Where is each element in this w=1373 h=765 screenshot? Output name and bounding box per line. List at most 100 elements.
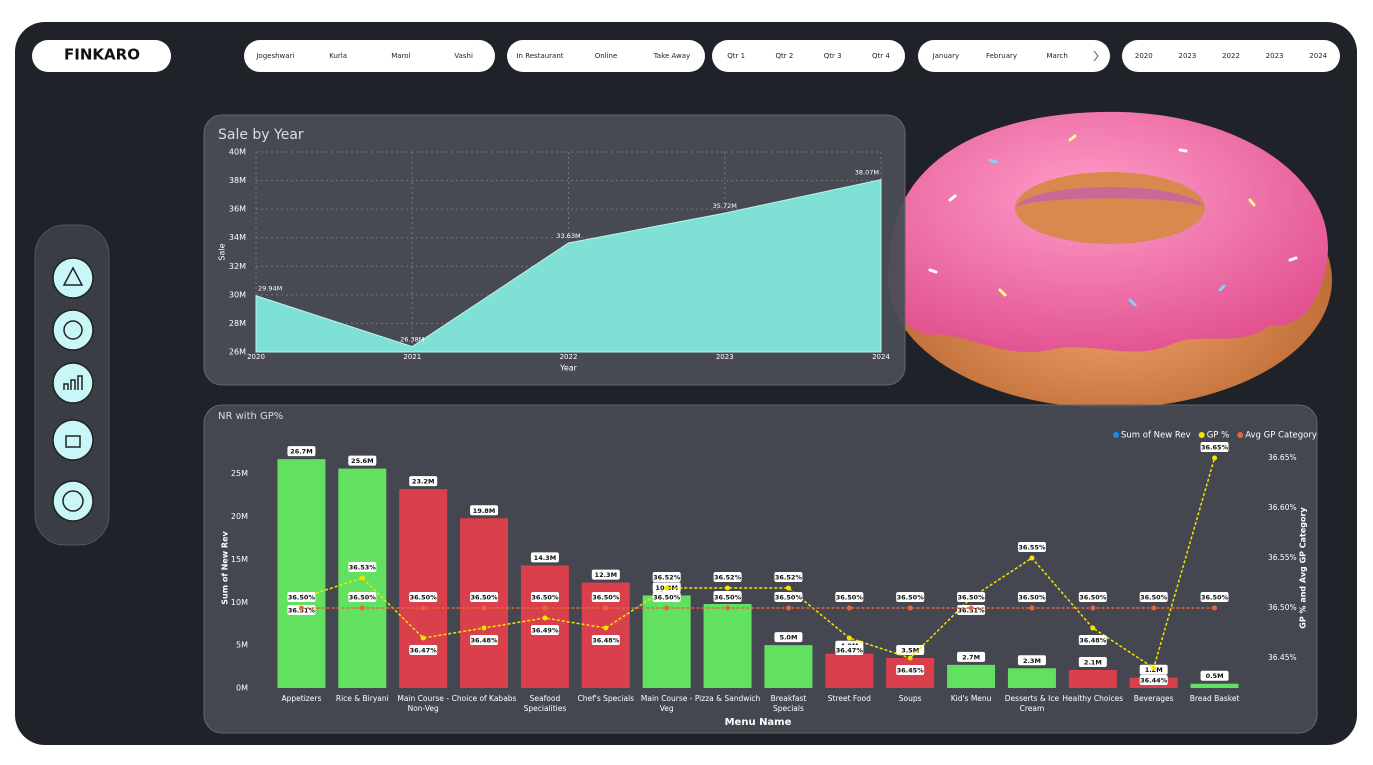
data-label: 36.52% [775, 574, 803, 582]
x-tick-label: 2022 [560, 353, 578, 361]
y-tick-label: 15M [231, 555, 248, 564]
x-tick: Chef's Specials [578, 694, 635, 703]
bar [825, 653, 874, 688]
data-label-box [530, 592, 559, 602]
area [255, 178, 882, 353]
bar [399, 489, 448, 688]
point [1212, 605, 1218, 611]
data-label: 36.47% [836, 647, 864, 655]
legend-label: GP % [1207, 431, 1230, 441]
bar [1068, 670, 1117, 688]
data-label-box [1200, 670, 1229, 681]
point [664, 605, 670, 611]
x-tick: Soups [898, 694, 922, 703]
point [1029, 605, 1035, 611]
point [359, 575, 365, 581]
slicer-option[interactable]: February [986, 52, 1017, 60]
x-tick: Desserts & Ice Cream [1005, 694, 1059, 713]
y-tick-label: 0M [236, 684, 248, 693]
x-tick-label: Soups [898, 694, 922, 703]
data-label: 36.65% [1201, 444, 1229, 452]
slicer-option[interactable]: Qtr 4 [872, 52, 890, 60]
data-label: 36.52% [714, 574, 742, 582]
slicer-option[interactable]: Qtr 1 [727, 52, 745, 60]
data-label-box [713, 592, 742, 602]
data-label-box [409, 476, 438, 487]
slicer-option[interactable]: Qtr 3 [824, 52, 842, 60]
slicer-option[interactable]: January [932, 52, 960, 60]
point [846, 605, 852, 611]
data-label: 36.50% [897, 594, 925, 602]
data-label: 36.51% [288, 607, 316, 615]
data-label-box [348, 455, 377, 466]
nav-button[interactable] [52, 309, 94, 351]
nav-button[interactable] [52, 480, 94, 522]
y2-tick-label: 36.45% [1268, 653, 1297, 662]
data-label: 36.55% [1018, 544, 1046, 552]
point [664, 585, 670, 591]
data-label-box [470, 592, 499, 602]
slicer-option[interactable]: Vashi [454, 52, 473, 60]
data-label: 36.50% [1018, 594, 1046, 602]
legend-label: Avg GP Category [1245, 431, 1317, 441]
y2-tick-label: 36.50% [1268, 603, 1297, 612]
data-label: 36.50% [836, 594, 864, 602]
data-label-box [470, 635, 499, 645]
x-tick-label: Kid's Menu [950, 694, 992, 703]
data-label-box [530, 625, 559, 635]
data-label: 36.50% [410, 594, 438, 602]
x-tick-label: Beverages [1133, 694, 1174, 703]
y2-axis-label: GP % and Avg GP Category [1299, 507, 1308, 629]
nav-button[interactable] [52, 362, 94, 404]
data-label-box [348, 562, 377, 572]
slicer-option[interactable]: 2020 [1135, 52, 1153, 60]
x-tick: Appetizers [282, 694, 322, 703]
x-axis-label: Year [559, 364, 578, 373]
slicer-option[interactable]: In Restaurant [516, 52, 563, 60]
slicer-option[interactable]: Take Away [653, 52, 690, 60]
x-tick-label: Street Food [827, 694, 871, 703]
chart-title: Sale by Year [218, 127, 304, 143]
y-axis-label: Sum of New Rev [221, 530, 230, 604]
data-label: 36.50% [775, 594, 803, 602]
legend-marker [1237, 432, 1244, 438]
slicer-pill [1122, 40, 1340, 72]
data-label: 36.53% [349, 564, 377, 572]
slicer-option[interactable]: March [1046, 52, 1067, 60]
x-tick: Main Course - Veg [641, 694, 693, 713]
data-label: 36.50% [714, 594, 742, 602]
data-label: 36.44% [1140, 677, 1168, 685]
slicer-option[interactable]: 2022 [1222, 52, 1240, 60]
x-tick: Bread Basket [1190, 694, 1240, 703]
nr-gp-chart: NR with GP% 0M 5M 10M 15M 20M 25M 36.45% 36.50% 3… [218, 411, 1317, 728]
point [785, 585, 791, 591]
slicer-option[interactable]: 2023 [1178, 52, 1196, 60]
point [603, 625, 609, 631]
slicer-option[interactable]: Jogeshwari [255, 52, 294, 60]
slicer-arrow[interactable] [1093, 50, 1099, 62]
slicer-option[interactable]: 2024 [1309, 52, 1327, 60]
nav-button[interactable] [52, 257, 94, 299]
slicer-option[interactable]: 2023 [1266, 52, 1284, 60]
data-label-box [652, 592, 681, 602]
point [968, 605, 974, 611]
nav-button[interactable] [52, 419, 94, 461]
data-label-box [1017, 542, 1046, 552]
point [1212, 455, 1218, 461]
slicer-bar: Jogeshwari Kurla Marol Vashi In Restaurant On… [244, 40, 1340, 72]
slicer-option[interactable]: Marol [391, 52, 410, 60]
data-label-box [1078, 592, 1107, 602]
slicer-option[interactable]: Online [595, 52, 618, 60]
slicer-option[interactable]: Kurla [329, 52, 347, 60]
data-label: 36.50% [531, 594, 559, 602]
bar [642, 595, 691, 688]
nav-icons[interactable] [52, 257, 94, 522]
point [542, 605, 548, 611]
x-tick: Main Course - Non-Veg [397, 694, 449, 713]
legend-marker [1198, 432, 1205, 438]
data-label-box [1139, 675, 1168, 685]
data-label: 33.63M [556, 232, 580, 240]
data-label-box [287, 446, 316, 457]
slicer-option[interactable]: Qtr 2 [775, 52, 793, 60]
